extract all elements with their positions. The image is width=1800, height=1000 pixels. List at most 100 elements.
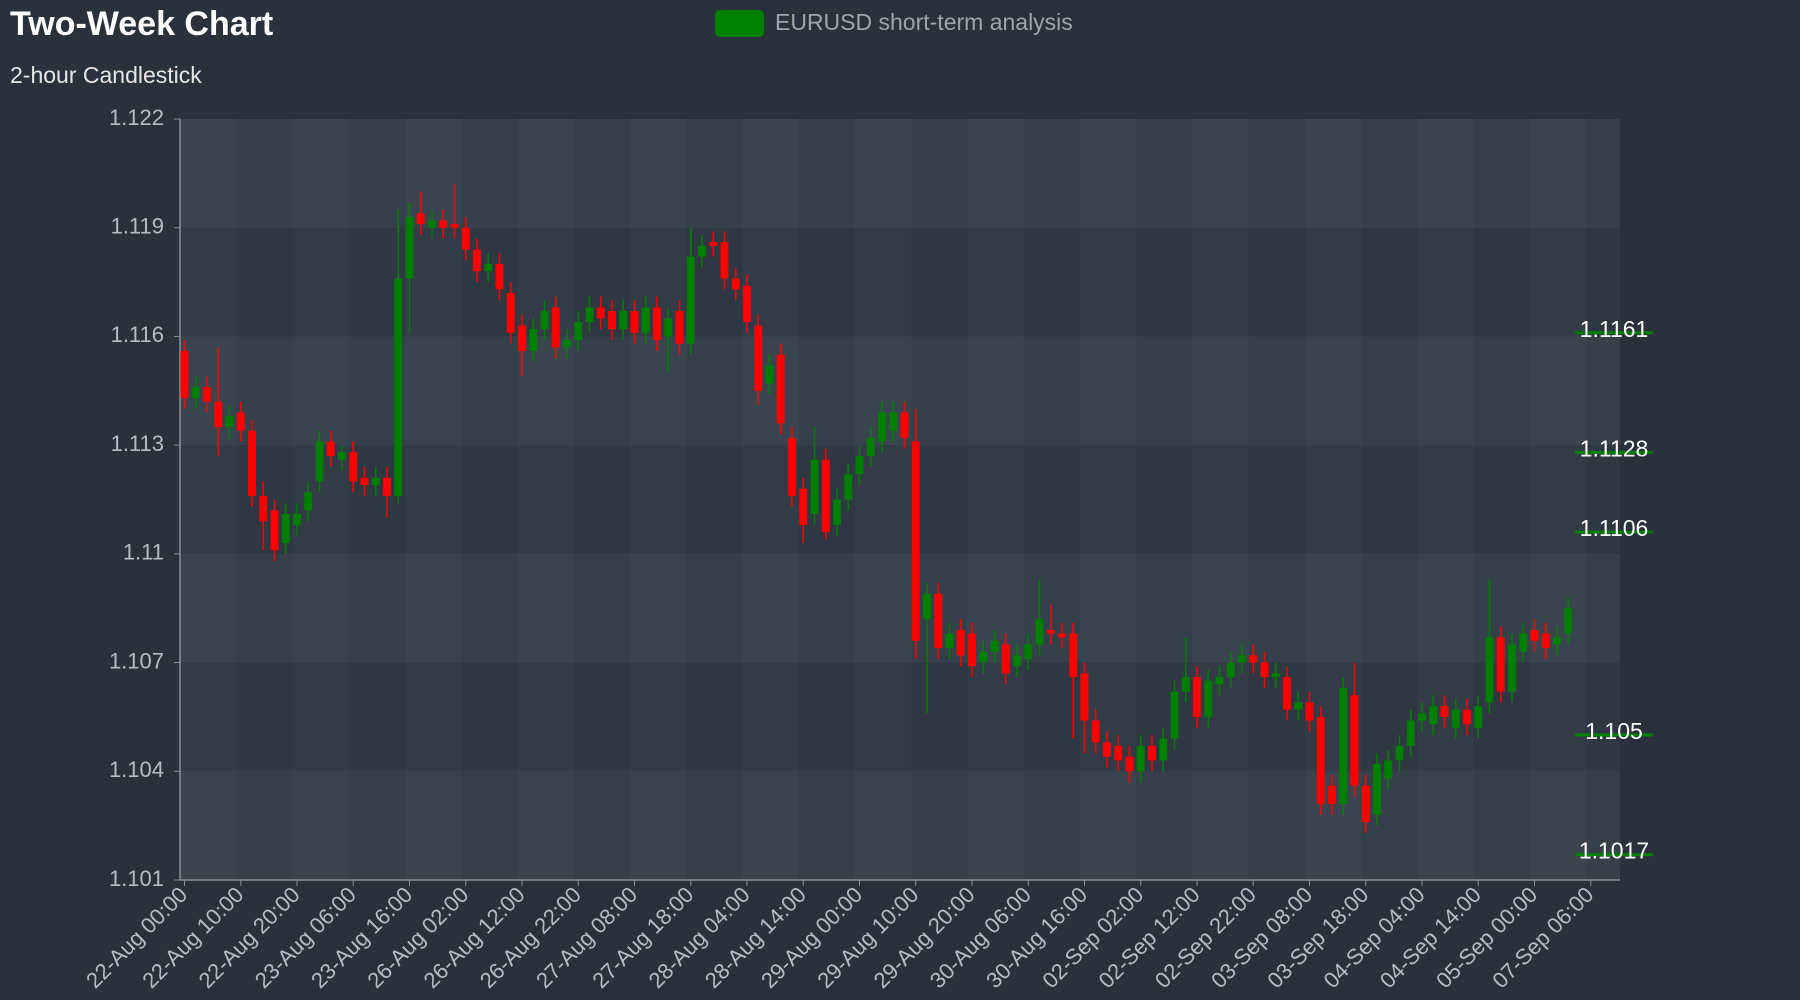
plot-band <box>180 553 1620 663</box>
candle-body <box>1091 720 1100 743</box>
candle-body <box>315 441 324 482</box>
candle-body <box>1035 619 1044 645</box>
candle-body <box>1474 706 1483 728</box>
candle-body <box>1418 713 1426 721</box>
y-tick-label: 1.116 <box>111 322 164 347</box>
candle-body <box>1384 760 1393 779</box>
candle-body <box>889 412 898 431</box>
candle-body <box>461 227 470 250</box>
candle-body <box>1451 709 1460 728</box>
candle-body <box>383 477 391 496</box>
candle-body <box>1193 677 1201 717</box>
candle-body <box>540 311 549 330</box>
candle-body <box>191 387 200 399</box>
candle-body <box>1249 655 1258 663</box>
candle-body <box>956 629 965 656</box>
candle-body <box>1069 633 1078 678</box>
plot-stripe <box>855 119 911 880</box>
candle-body <box>788 437 796 496</box>
candle-body <box>1530 629 1539 641</box>
candle-body <box>1508 644 1516 692</box>
candle-body <box>439 220 448 228</box>
candle-body <box>203 387 211 402</box>
candle-body <box>1238 655 1246 663</box>
plot-stripe <box>1418 119 1474 880</box>
candle-body <box>338 452 346 460</box>
plot-stripe <box>968 119 1024 880</box>
candle-body <box>596 307 605 319</box>
candle-body <box>1564 608 1573 634</box>
candle-body <box>1553 637 1561 645</box>
legend-label: EURUSD short-term analysis <box>775 9 1073 35</box>
candle-body <box>990 640 999 652</box>
candle-body <box>1170 691 1179 739</box>
candle-body <box>506 292 515 333</box>
candle-body <box>945 633 954 649</box>
candle-body <box>1283 677 1291 710</box>
candle-body <box>754 325 763 391</box>
candle-body <box>923 593 931 620</box>
candle-body <box>979 651 988 663</box>
candle-body <box>911 441 920 641</box>
candle-body <box>1181 677 1190 692</box>
candle-body <box>878 412 886 442</box>
candle-body <box>518 325 526 351</box>
candle-body <box>821 459 830 533</box>
candle-body <box>1361 785 1370 823</box>
candle-body <box>1001 644 1010 674</box>
level-label: 1.1017 <box>1579 838 1649 864</box>
candle-body <box>1204 680 1213 717</box>
plot-stripe <box>293 119 349 880</box>
candle-body <box>1136 745 1145 772</box>
candle-body <box>394 278 403 496</box>
candle-body <box>214 401 223 428</box>
candle-body <box>1463 709 1471 725</box>
plot-stripe <box>180 119 236 880</box>
candle-body <box>1440 706 1449 717</box>
candle-body <box>1260 662 1269 678</box>
candle-body <box>968 633 976 667</box>
candle-body <box>1226 662 1235 678</box>
candle-body <box>1373 764 1381 815</box>
candle-body <box>1519 633 1528 652</box>
candle-body <box>934 593 943 649</box>
candle-body <box>180 350 189 399</box>
candle-body <box>248 430 256 496</box>
candle-body <box>686 256 695 344</box>
plot-background <box>180 119 1620 880</box>
candle-body <box>349 452 358 482</box>
candle-body <box>1058 633 1066 638</box>
plot-band <box>180 336 1620 446</box>
candle-body <box>1024 644 1033 659</box>
candle-body <box>653 307 661 341</box>
candle-body <box>484 263 493 272</box>
y-tick-label: 1.104 <box>109 757 164 782</box>
candle-body <box>630 311 639 333</box>
y-tick-label: 1.11 <box>123 540 164 565</box>
candle-body <box>619 311 628 330</box>
plot-stripe <box>518 119 574 880</box>
candle-body <box>799 488 808 525</box>
candle-body <box>293 513 301 525</box>
y-tick-label: 1.107 <box>109 648 164 673</box>
candle-body <box>844 474 853 500</box>
candle-body <box>1080 673 1089 721</box>
candle-body <box>608 311 616 330</box>
candle-body <box>1215 677 1224 685</box>
candle-body <box>1328 785 1336 804</box>
candle-body <box>495 263 504 290</box>
candle-body <box>1406 720 1415 746</box>
candle-body <box>259 495 268 522</box>
y-tick-label: 1.101 <box>109 866 164 891</box>
candle-body <box>866 437 875 457</box>
candle-body <box>709 242 718 246</box>
plot-stripe <box>743 119 799 880</box>
candle-body <box>1271 673 1280 678</box>
candle-body <box>304 492 313 511</box>
candle-body <box>473 249 481 272</box>
candle-body <box>585 307 594 322</box>
plot-stripe <box>1530 119 1586 880</box>
candle-body <box>833 499 841 525</box>
candle-body <box>236 412 245 431</box>
candle-body <box>574 321 583 341</box>
